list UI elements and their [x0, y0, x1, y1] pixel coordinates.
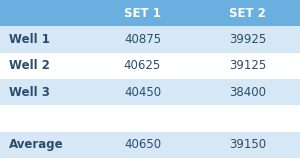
- Text: Well 2: Well 2: [9, 59, 50, 72]
- Text: 39125: 39125: [229, 59, 266, 72]
- Bar: [0, 132, 300, 158]
- Text: Average: Average: [9, 138, 64, 151]
- Bar: [0, 0, 90, 26]
- Bar: [90, 0, 195, 26]
- Text: 40875: 40875: [124, 33, 161, 46]
- Bar: [0, 79, 300, 105]
- Bar: [0, 105, 300, 132]
- Bar: [195, 0, 300, 26]
- Text: Well 3: Well 3: [9, 86, 50, 99]
- Text: 39150: 39150: [229, 138, 266, 151]
- Bar: [0, 53, 300, 79]
- Text: SET 2: SET 2: [229, 7, 266, 20]
- Bar: [0, 26, 300, 53]
- Text: 40650: 40650: [124, 138, 161, 151]
- Text: 40450: 40450: [124, 86, 161, 99]
- Text: 39925: 39925: [229, 33, 266, 46]
- Text: SET 1: SET 1: [124, 7, 161, 20]
- Text: 38400: 38400: [229, 86, 266, 99]
- Text: Well 1: Well 1: [9, 33, 50, 46]
- Text: 40625: 40625: [124, 59, 161, 72]
